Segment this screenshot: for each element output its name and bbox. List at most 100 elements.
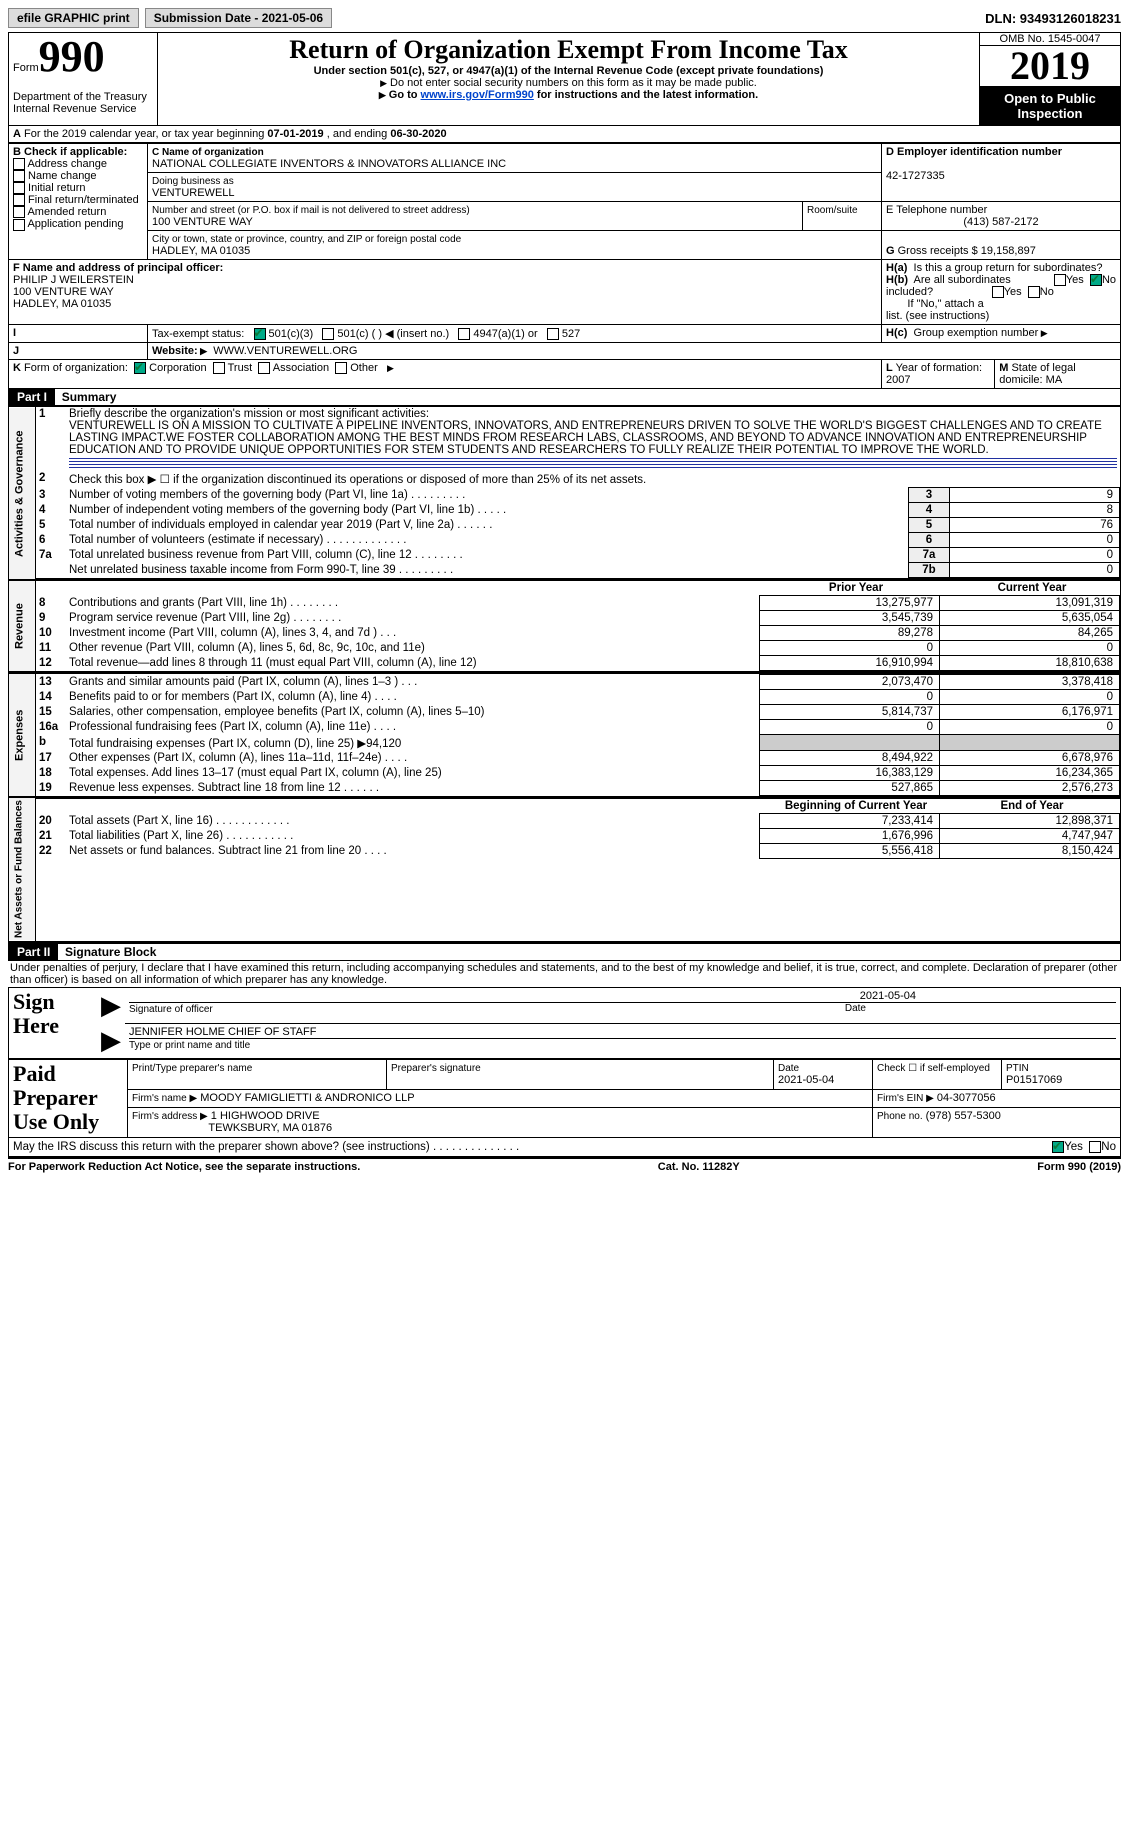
dba: VENTUREWELL: [152, 187, 235, 199]
dept: Department of the Treasury Internal Reve…: [13, 91, 147, 115]
pra-notice: For Paperwork Reduction Act Notice, see …: [8, 1161, 360, 1173]
sig-date: 2021-05-04: [129, 990, 1116, 1003]
current-year-head: Current Year: [944, 581, 1120, 595]
check-self: Check ☐ if self-employed: [877, 1063, 990, 1074]
discuss-text: May the IRS discuss this return with the…: [13, 1141, 519, 1153]
j-text: Website:: [152, 345, 207, 357]
addr-label: Number and street (or P.O. box if mail i…: [152, 205, 470, 216]
entity-block: B Check if applicable: Address change Na…: [8, 143, 1121, 389]
ptin: P01517069: [1006, 1074, 1062, 1086]
form-footer: Form 990 (2019): [1037, 1161, 1121, 1173]
i-check[interactable]: [458, 328, 470, 340]
firm-name: MOODY FAMIGLIETTI & ANDRONICO LLP: [200, 1092, 414, 1104]
header-table: Form990 Department of the Treasury Inter…: [8, 32, 1121, 126]
hb-ifno: If "No," attach a list. (see instruction…: [886, 298, 989, 322]
firm-addr-label: Firm's address ▶: [132, 1111, 208, 1122]
city-label: City or town, state or province, country…: [152, 234, 461, 245]
c-label: C Name of organization: [152, 147, 264, 158]
org-name: NATIONAL COLLEGIATE INVENTORS & INNOVATO…: [152, 158, 506, 170]
k-check[interactable]: [213, 362, 225, 374]
k-check[interactable]: [335, 362, 347, 374]
prep-date: 2021-05-04: [778, 1074, 834, 1086]
goto-link[interactable]: www.irs.gov/Form990: [421, 89, 534, 101]
ein: 42-1727335: [886, 170, 945, 182]
domicile: MA: [1046, 374, 1063, 386]
k-check[interactable]: [258, 362, 270, 374]
ha-no[interactable]: [1090, 274, 1102, 286]
signature-table: Sign Here ▶ 2021-05-04 Signature of offi…: [8, 987, 1121, 1059]
form-title: Return of Organization Exempt From Incom…: [162, 35, 975, 65]
firm-ein-label: Firm's EIN ▶: [877, 1093, 934, 1104]
date-label: Date: [845, 1003, 866, 1014]
year-formation: 2007: [886, 374, 910, 386]
b-check[interactable]: [13, 194, 25, 206]
i-check[interactable]: [322, 328, 334, 340]
b-check[interactable]: [13, 182, 25, 194]
firm-phone-label: Phone no.: [877, 1111, 923, 1122]
discuss-yes[interactable]: [1052, 1141, 1064, 1153]
firm-ein: 04-3077056: [937, 1092, 996, 1104]
part-ii-head: Part II: [9, 944, 58, 960]
g-label: G: [886, 245, 895, 257]
preparer-table: Paid Preparer Use Only Print/Type prepar…: [8, 1059, 1121, 1138]
b-check[interactable]: [13, 219, 25, 231]
phone: (413) 587-2172: [886, 216, 1116, 228]
ty-end: 06-30-2020: [390, 128, 446, 140]
k-check[interactable]: [134, 362, 146, 374]
hc-text: Group exemption number: [914, 327, 1048, 339]
line2: Check this box ▶ ☐ if the organization d…: [66, 471, 1120, 487]
officer-name: JENNIFER HOLME CHIEF OF STAFF: [129, 1026, 316, 1038]
perjury-declaration: Under penalties of perjury, I declare th…: [8, 961, 1121, 987]
side-governance: Activities & Governance: [9, 407, 36, 580]
hb-yes[interactable]: [992, 286, 1004, 298]
form-subtitle: Under section 501(c), 527, or 4947(a)(1)…: [162, 65, 975, 77]
b-check[interactable]: [13, 206, 25, 218]
prep-sig-label: Preparer's signature: [391, 1063, 481, 1074]
form-word: Form: [13, 62, 39, 74]
paid-preparer: Paid Preparer Use Only: [13, 1062, 123, 1135]
open-inspection: Open to Public Inspection: [980, 87, 1120, 125]
firm-addr: 1 HIGHWOOD DRIVE: [211, 1110, 320, 1122]
room-label: Room/suite: [807, 205, 858, 216]
discuss-no[interactable]: [1089, 1141, 1101, 1153]
boc-head: Beginning of Current Year: [768, 799, 944, 813]
city-state-zip: HADLEY, MA 01035: [152, 245, 250, 257]
hb-no[interactable]: [1028, 286, 1040, 298]
i-text: Tax-exempt status:: [152, 328, 244, 340]
k-label: K: [13, 362, 21, 374]
i-check[interactable]: [254, 328, 266, 340]
ssn-warning: Do not enter social security numbers on …: [380, 77, 757, 89]
side-expenses: Expenses: [9, 673, 36, 798]
form-number: 990: [39, 32, 105, 81]
ty-begin: 07-01-2019: [267, 128, 323, 140]
ha-yes[interactable]: [1054, 274, 1066, 286]
dln: DLN: 93493126018231: [985, 11, 1121, 26]
tax-year: 2019: [980, 45, 1120, 87]
i-check[interactable]: [547, 328, 559, 340]
firm-phone: (978) 557-5300: [926, 1110, 1001, 1122]
part-i-title: Summary: [62, 390, 117, 404]
firm-city: TEWKSBURY, MA 01876: [208, 1122, 332, 1134]
b-check[interactable]: [13, 158, 25, 170]
side-revenue: Revenue: [9, 580, 36, 673]
submission-date: Submission Date - 2021-05-06: [145, 8, 332, 28]
d-label: D Employer identification number: [886, 146, 1062, 158]
line-a-text: For the 2019 calendar year, or tax year …: [24, 128, 267, 140]
gross-receipts: 19,158,897: [981, 245, 1036, 257]
prior-year-head: Prior Year: [768, 581, 944, 595]
l-label: L: [886, 362, 893, 374]
website: WWW.VENTUREWELL.ORG: [213, 345, 357, 357]
part-ii-title: Signature Block: [65, 945, 156, 959]
part-i-table: Activities & Governance 1Briefly describ…: [8, 406, 1121, 942]
street: 100 VENTURE WAY: [152, 216, 253, 228]
goto-pre: Go to: [389, 89, 421, 101]
m-label: M: [999, 362, 1008, 374]
b-label: B Check if applicable:: [13, 146, 127, 158]
dba-label: Doing business as: [152, 176, 234, 187]
type-name-label: Type or print name and title: [129, 1040, 250, 1051]
line1-label: Briefly describe the organization's miss…: [69, 408, 429, 420]
ha-text: Is this a group return for subordinates?: [914, 262, 1103, 274]
b-check[interactable]: [13, 170, 25, 182]
side-netassets: Net Assets or Fund Balances: [9, 798, 36, 942]
e-label: E Telephone number: [886, 204, 987, 216]
